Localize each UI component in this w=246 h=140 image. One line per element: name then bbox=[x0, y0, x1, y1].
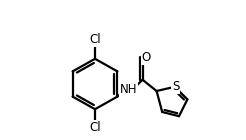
Text: O: O bbox=[141, 51, 151, 64]
Text: S: S bbox=[172, 80, 179, 93]
Text: Cl: Cl bbox=[89, 121, 101, 134]
Text: NH: NH bbox=[120, 83, 137, 96]
Text: Cl: Cl bbox=[89, 33, 101, 46]
